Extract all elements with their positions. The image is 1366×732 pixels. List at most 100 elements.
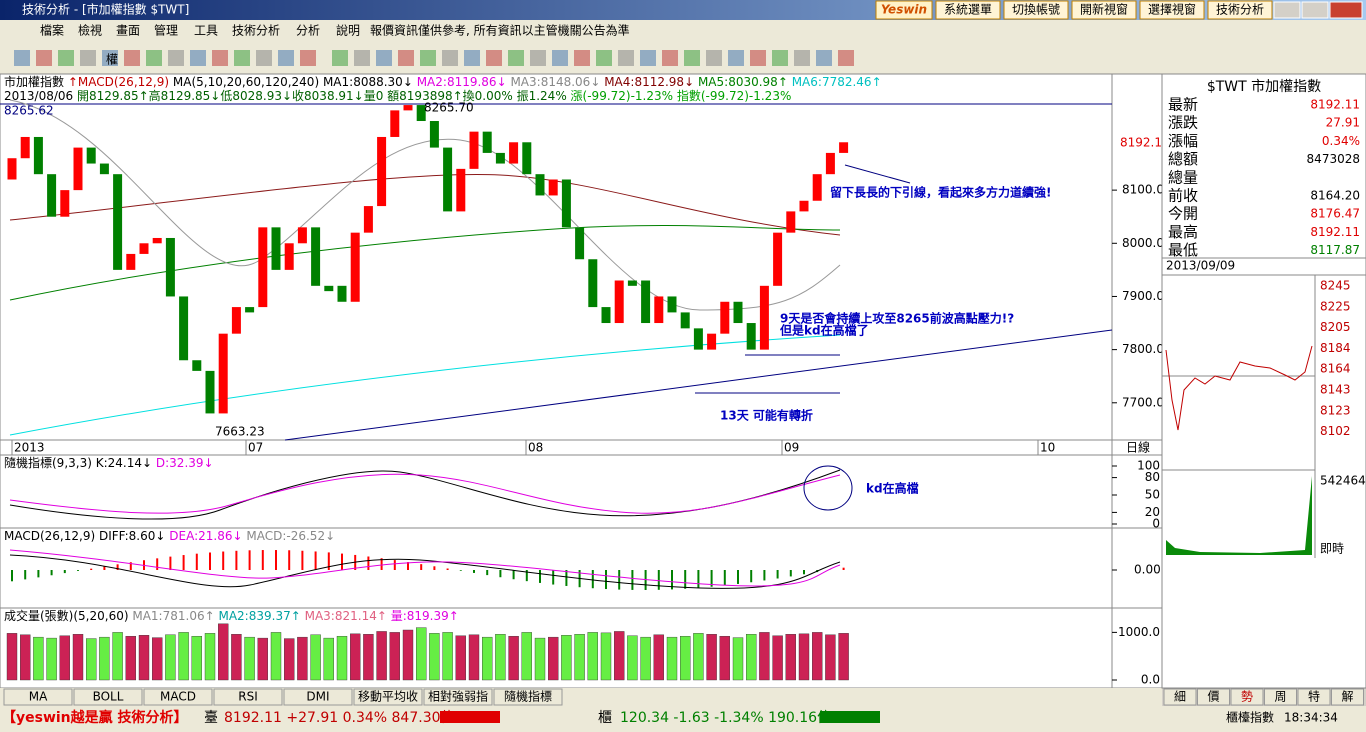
tool-icon[interactable] xyxy=(552,50,568,66)
tool-icon[interactable] xyxy=(168,50,184,66)
quote-tab[interactable] xyxy=(1230,688,1264,706)
quote-tab[interactable] xyxy=(1197,688,1230,706)
y-tick-label: 50 xyxy=(1145,488,1160,502)
tool-icon[interactable] xyxy=(574,50,590,66)
tool-icon[interactable] xyxy=(530,50,546,66)
tool-icon[interactable] xyxy=(256,50,272,66)
quote-tab[interactable] xyxy=(1264,688,1297,706)
quote-tab-label[interactable]: 勢 xyxy=(1241,689,1253,704)
candle xyxy=(693,328,703,350)
tool-icon[interactable] xyxy=(508,50,524,66)
tab-label[interactable]: 移動平均收 xyxy=(358,690,418,704)
tool-icon[interactable] xyxy=(234,50,250,66)
tool-icon[interactable] xyxy=(464,50,480,66)
tool-icon[interactable] xyxy=(80,50,96,66)
tool-icon[interactable] xyxy=(486,50,502,66)
title-button[interactable] xyxy=(1139,0,1205,20)
tool-icon[interactable] xyxy=(420,50,436,66)
menu-item[interactable]: 技術分析 xyxy=(232,24,280,38)
tool-icon[interactable] xyxy=(816,50,832,66)
tab[interactable] xyxy=(283,688,353,706)
tool-icon[interactable] xyxy=(300,50,316,66)
menu-item[interactable]: 管理 xyxy=(154,23,178,38)
maximize[interactable] xyxy=(1301,1,1329,19)
tab[interactable] xyxy=(423,688,493,706)
tool-icon[interactable] xyxy=(684,50,700,66)
close[interactable] xyxy=(1329,1,1363,19)
tool-icon[interactable] xyxy=(36,50,52,66)
title-button[interactable] xyxy=(1003,0,1069,20)
tool-icon[interactable] xyxy=(398,50,414,66)
tool-icon[interactable] xyxy=(750,50,766,66)
tool-icon[interactable] xyxy=(376,50,392,66)
header-line1: 市加權指數 ↑MACD(26,12,9) MA(5,10,20,60,120,2… xyxy=(4,74,882,89)
quote-tab-label[interactable]: 特 xyxy=(1308,689,1320,704)
tab[interactable] xyxy=(73,688,143,706)
tool-icon[interactable] xyxy=(618,50,634,66)
quote-tab[interactable] xyxy=(1297,688,1331,706)
tool-icon[interactable] xyxy=(442,50,458,66)
quote-tab-label[interactable]: 周 xyxy=(1274,690,1286,704)
tool-icon[interactable] xyxy=(332,50,348,66)
menu-item[interactable]: 工具 xyxy=(194,24,218,38)
quote-tab[interactable] xyxy=(1331,688,1364,706)
title-button-label[interactable]: 開新視窗 xyxy=(1080,2,1128,17)
x-tick-label: 2013 xyxy=(14,441,45,455)
menu-item[interactable]: 檢視 xyxy=(78,23,102,38)
tab-label[interactable]: 隨機指標 xyxy=(504,689,552,704)
title-button[interactable] xyxy=(1207,0,1273,20)
tab-label[interactable]: MACD xyxy=(160,690,196,704)
quote-tab-label[interactable]: 價 xyxy=(1207,690,1219,704)
minimize[interactable] xyxy=(1273,1,1301,19)
menu-item[interactable]: 畫面 xyxy=(116,23,140,38)
tab-label[interactable]: BOLL xyxy=(93,690,124,704)
tab-label[interactable]: RSI xyxy=(238,690,258,704)
volume-bar xyxy=(112,632,123,681)
tab-label[interactable]: MA xyxy=(29,690,48,704)
kd-header: 隨機指標(9,3,3) K:24.14↓ D:32.39↓ xyxy=(4,455,214,470)
title-button-label[interactable]: 技術分析 xyxy=(1216,3,1264,17)
clock: 18:34:34 xyxy=(1284,711,1338,725)
tab[interactable] xyxy=(353,688,423,706)
tool-icon[interactable] xyxy=(838,50,854,66)
tool-icon[interactable] xyxy=(706,50,722,66)
tool-icon[interactable] xyxy=(14,50,30,66)
tab[interactable] xyxy=(493,688,563,706)
tool-icon[interactable] xyxy=(278,50,294,66)
quote-tab[interactable] xyxy=(1163,688,1197,706)
title-button-label[interactable]: 切換帳號 xyxy=(1012,3,1060,17)
tool-icon[interactable] xyxy=(354,50,370,66)
tab[interactable] xyxy=(143,688,213,706)
title-button[interactable] xyxy=(1071,0,1137,20)
volume-bar xyxy=(244,636,255,681)
tab-label[interactable]: 相對強弱指 xyxy=(428,689,488,704)
tool-icon[interactable] xyxy=(662,50,678,66)
y-tick-label: 0 xyxy=(1152,517,1160,531)
title-button-label[interactable]: 系統選單 xyxy=(944,3,992,17)
tool-icon[interactable] xyxy=(772,50,788,66)
candle xyxy=(20,136,30,159)
tool-icon[interactable] xyxy=(728,50,744,66)
tool-icon[interactable] xyxy=(212,50,228,66)
title-button[interactable] xyxy=(935,0,1001,20)
menu-item[interactable]: 檔案 xyxy=(40,23,64,38)
tool-icon[interactable] xyxy=(596,50,612,66)
volume-bar xyxy=(785,634,796,681)
tool-icon[interactable] xyxy=(58,50,74,66)
menu-item[interactable]: 說明 xyxy=(336,23,360,38)
tool-icon[interactable] xyxy=(640,50,656,66)
tool-icon[interactable] xyxy=(124,50,140,66)
tool-icon[interactable] xyxy=(102,50,118,66)
tool-icon[interactable] xyxy=(146,50,162,66)
tool-icon[interactable] xyxy=(794,50,810,66)
tab[interactable] xyxy=(3,688,73,706)
quote-tab-label[interactable]: 細 xyxy=(1174,690,1186,704)
quote-value: 8117.87 xyxy=(1310,243,1360,257)
tool-icon[interactable] xyxy=(190,50,206,66)
tab[interactable] xyxy=(213,688,283,706)
quote-tab-label[interactable]: 解 xyxy=(1341,690,1353,704)
menu-item[interactable]: 分析 xyxy=(296,24,320,38)
title-button-label[interactable]: 選擇視窗 xyxy=(1148,2,1196,17)
tab-label[interactable]: DMI xyxy=(306,690,329,704)
